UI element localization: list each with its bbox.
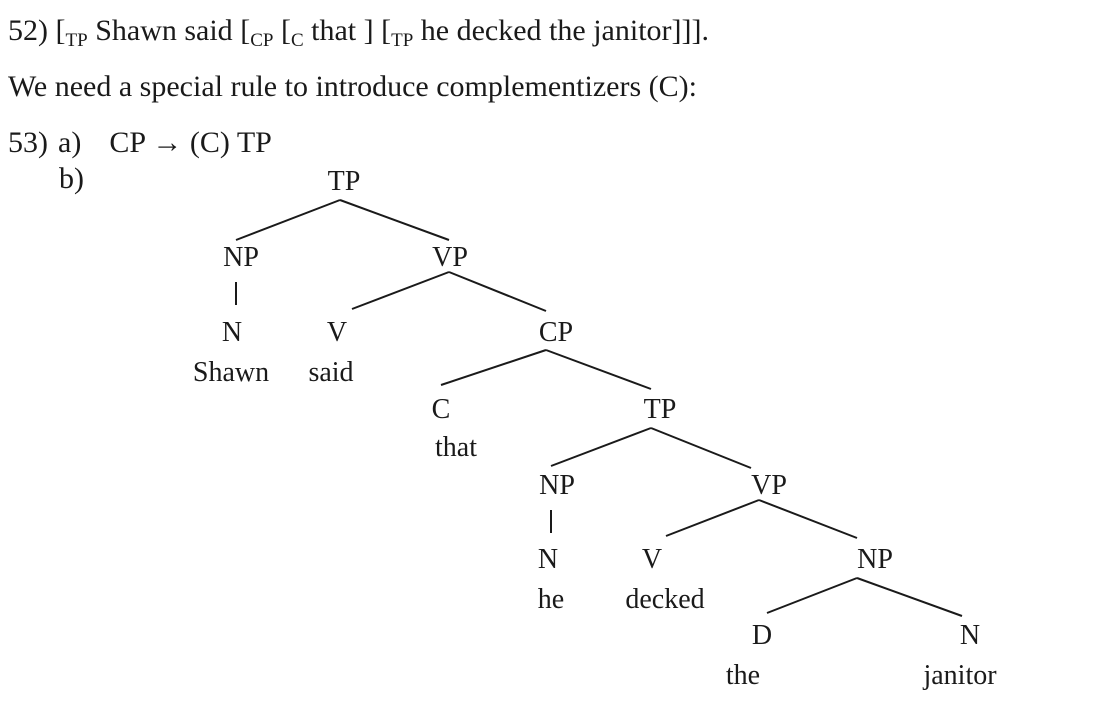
bracket-open: [ bbox=[55, 14, 66, 47]
bracket-open: [ bbox=[381, 14, 392, 47]
item-b-label: b) bbox=[59, 162, 84, 195]
branch-vp-v bbox=[351, 271, 450, 310]
word-said: said bbox=[308, 357, 353, 388]
bracket-label-cp: CP bbox=[250, 30, 274, 51]
node-v-decked: V bbox=[642, 544, 662, 575]
node-vp-embedded: VP bbox=[751, 470, 787, 501]
node-tp-root: TP bbox=[328, 166, 361, 197]
word-decked: decked bbox=[625, 584, 704, 615]
branch-tp-np2 bbox=[550, 427, 652, 467]
node-d: D bbox=[752, 620, 772, 651]
node-cp: CP bbox=[539, 317, 573, 348]
phrase-structure-rule: CP → (C) TP bbox=[109, 126, 272, 159]
word-janitor: janitor bbox=[922, 660, 997, 691]
branch-vp2-np bbox=[758, 499, 858, 539]
word-the: the bbox=[726, 660, 760, 691]
branch-np3-n bbox=[856, 577, 963, 617]
word-shawn: Shawn bbox=[193, 357, 269, 388]
bracket-label-tp: TP bbox=[391, 30, 414, 51]
node-c: C bbox=[432, 394, 451, 425]
node-tp-embedded: TP bbox=[644, 394, 677, 425]
word-he: he bbox=[538, 584, 564, 615]
branch-cp-tp bbox=[545, 349, 652, 390]
node-n-he: N bbox=[538, 544, 558, 575]
word-that: that bbox=[435, 432, 477, 463]
bracket-text: that ] bbox=[303, 14, 382, 47]
node-v: V bbox=[327, 317, 347, 348]
intro-sentence: We need a special rule to introduce comp… bbox=[8, 70, 697, 103]
bracket-open: [ bbox=[280, 14, 291, 47]
node-n-janitor: N bbox=[960, 620, 980, 651]
bracket-label-c: C bbox=[290, 30, 304, 51]
branch-vp-cp bbox=[448, 271, 547, 312]
branch-cp-c bbox=[440, 349, 547, 386]
node-np: NP bbox=[223, 242, 259, 273]
branch-np3-d bbox=[766, 577, 858, 614]
example-52-bracketing: 52) [TP Shawn said [CP [C that ] [TP he … bbox=[8, 14, 709, 51]
item-a-label: a) bbox=[58, 126, 82, 159]
node-vp: VP bbox=[432, 242, 468, 273]
bracket-text: Shawn said bbox=[87, 14, 241, 47]
branch-tp-np bbox=[235, 199, 341, 241]
branch-tp-vp bbox=[339, 199, 450, 241]
node-n: N bbox=[222, 317, 242, 348]
bracket-open: [ bbox=[240, 14, 251, 47]
bracket-label-tp: TP bbox=[65, 30, 88, 51]
branch-tp-vp2 bbox=[650, 427, 752, 469]
bracket-text: he decked the janitor]]]. bbox=[413, 14, 709, 47]
node-np-subject: NP bbox=[539, 470, 575, 501]
node-np-object: NP bbox=[857, 544, 893, 575]
example-53-rule: 53) a) CP → (C) TP bbox=[8, 128, 272, 158]
example-52-number: 52) bbox=[8, 14, 48, 47]
example-53-number: 53) bbox=[8, 126, 48, 159]
branch-vp2-v bbox=[665, 499, 760, 537]
